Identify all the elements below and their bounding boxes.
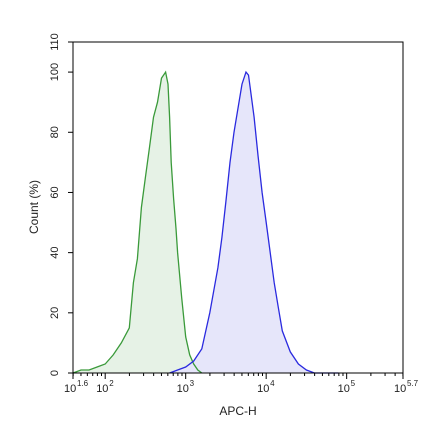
series-lines (72, 70, 339, 374)
x-tick-exponent: 3 (190, 379, 195, 388)
x-tick-label: 10 (177, 383, 189, 395)
y-tick-label: 40 (49, 247, 61, 259)
y-tick-label: 110 (49, 33, 61, 51)
x-tick-label: 10 (394, 383, 406, 395)
x-tick-label: 10 (96, 383, 108, 395)
x-tick-exponent: 2 (109, 379, 114, 388)
x-tick-label: 10 (338, 383, 350, 395)
series-1-line (72, 70, 203, 374)
x-axis-title: APC-H (219, 404, 256, 418)
y-axis-title: Count (%) (27, 180, 41, 234)
x-tick-exponent: 4 (270, 379, 275, 388)
x-tick-label: 10 (257, 383, 269, 395)
y-tick-label: 0 (49, 370, 61, 376)
x-axis-ticks: 10 1.6 10 2 10 3 10 4 10 5 10 5.7 (64, 373, 419, 395)
series-2-area (169, 72, 339, 373)
series-2-line (169, 70, 339, 374)
plot-frame (72, 41, 404, 374)
y-tick-label: 60 (49, 186, 61, 198)
y-tick-label: 100 (49, 63, 61, 81)
series-fills (73, 72, 339, 373)
y-axis-ticks: 0 20 40 60 80 100 110 (49, 33, 73, 376)
series-1-area (73, 72, 202, 373)
y-tick-label: 20 (49, 307, 61, 319)
x-tick-exponent: 1.6 (77, 379, 89, 388)
x-tick-exponent: 5 (351, 379, 356, 388)
y-tick-label: 80 (49, 126, 61, 138)
x-tick-exponent: 5.7 (407, 379, 419, 388)
x-tick-label: 10 (64, 383, 76, 395)
